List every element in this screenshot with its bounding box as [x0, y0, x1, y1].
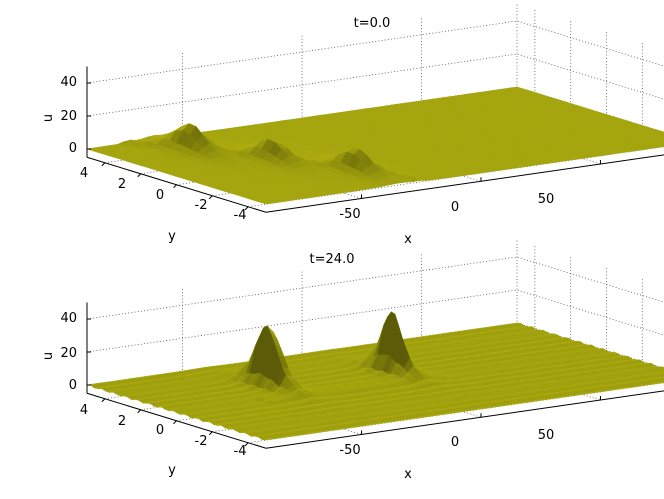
y-tick-labels: 4 2 0 -2 -4 [80, 166, 247, 223]
z-axis-label: u [41, 114, 56, 122]
x-axis-label: x [404, 232, 412, 247]
y-tick [173, 184, 177, 189]
y-tick-label: 2 [118, 177, 126, 192]
x-tick-label: -50 [339, 207, 360, 222]
z-tick-label: 40 [60, 75, 77, 90]
y-tick [208, 195, 213, 200]
x-tick-labels: -50 0 50 [339, 192, 554, 222]
surface [86, 311, 664, 441]
x-tick-label: 0 [451, 200, 459, 215]
y-tick [101, 162, 106, 167]
surface-patch [259, 200, 273, 205]
z-tick-label: 20 [60, 109, 77, 124]
gridline [86, 256, 664, 320]
y-tick-label: 4 [80, 166, 88, 181]
z-tick-label: 0 [69, 141, 77, 156]
gridline [86, 20, 664, 84]
z-tick-labels: 0 20 40 [60, 75, 77, 156]
gridline [86, 53, 664, 117]
y-tick-label: -4 [234, 208, 247, 223]
axes [86, 66, 664, 213]
gridline [86, 289, 664, 353]
plot-title: t=24.0 [310, 252, 355, 267]
surface-plot-t0: t=0.0 u y x 0 20 40 4 2 0 -2 -4 -50 0 50 [41, 4, 664, 247]
surface-plot-t24: t=24.0 u y x 0 20 40 4 2 0 -2 -4 -50 0 5… [41, 240, 664, 482]
y-tick [244, 206, 249, 211]
y-tick [137, 173, 142, 178]
plot-title: t=0.0 [354, 16, 391, 31]
surface [86, 86, 664, 205]
y-tick-label: 0 [156, 188, 164, 203]
y-axis-label: y [168, 229, 176, 244]
y-tick-label: -2 [195, 198, 208, 213]
x-tick-label: 50 [538, 192, 555, 207]
